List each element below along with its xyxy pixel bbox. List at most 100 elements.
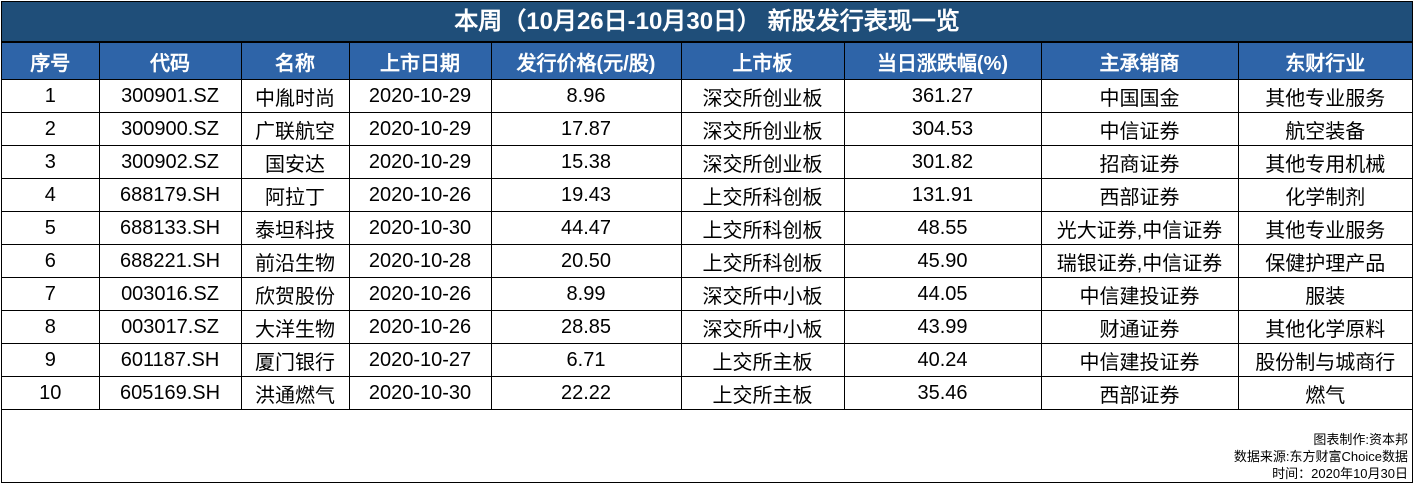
table-cell: 广联航空: [240, 112, 350, 146]
table-cell: 深交所中小板: [680, 310, 845, 344]
table-cell: 601187.SH: [98, 343, 242, 377]
table-cell: 其他专用机械: [1237, 145, 1412, 179]
table-cell: 其他专业服务: [1237, 211, 1412, 245]
table-cell: 西部证券: [1040, 376, 1239, 410]
table-cell: 国安达: [240, 145, 350, 179]
header-row: 序号 代码 名称 上市日期 发行价格(元/股) 上市板 当日涨跌幅(%) 主承销商 东财行业: [2, 42, 1412, 80]
table-cell: 2020-10-29: [348, 145, 492, 179]
table-cell: 44.47: [490, 211, 682, 245]
table-cell: 43.99: [843, 310, 1042, 344]
table-row: 2 300900.SZ 广联航空 2020-10-29 17.87 深交所创业板 304.5…: [2, 112, 1412, 146]
table-cell: 燃气: [1237, 376, 1412, 410]
table-cell: 上交所科创板: [680, 244, 845, 278]
table-cell: 003016.SZ: [98, 277, 242, 311]
table-cell: 上交所主板: [680, 343, 845, 377]
table-row: 4 688179.SH 阿拉丁 2020-10-26 19.43 上交所科创板 131.91…: [2, 178, 1412, 212]
table-cell: 6.71: [490, 343, 682, 377]
table-cell: 003017.SZ: [98, 310, 242, 344]
header-cell: 主承销商: [1040, 42, 1239, 80]
table-cell: 阿拉丁: [240, 178, 350, 212]
table-cell: 中胤时尚: [240, 79, 350, 113]
table-cell: 上交所科创板: [680, 178, 845, 212]
table-cell: 301.82: [843, 145, 1042, 179]
footer-note: 图表制作:资本邦: [1313, 432, 1408, 447]
table-cell: 瑞银证券,中信证券: [1040, 244, 1239, 278]
table-cell: 洪通燃气: [240, 376, 350, 410]
table-cell: 10: [2, 376, 100, 410]
table-row: 1 300901.SZ 中胤时尚 2020-10-29 8.96 深交所创业板 361.27…: [2, 79, 1412, 113]
table-cell: 131.91: [843, 178, 1042, 212]
table-cell: 688221.SH: [98, 244, 242, 278]
header-cell: 当日涨跌幅(%): [843, 42, 1042, 80]
header-cell: 序号: [2, 42, 100, 80]
table-cell: 8.96: [490, 79, 682, 113]
table-cell: 其他化学原料: [1237, 310, 1412, 344]
table-cell: 2020-10-29: [348, 79, 492, 113]
table-row: 9 601187.SH 厦门银行 2020-10-27 6.71 上交所主板 40.24 中信…: [2, 343, 1412, 377]
table-cell: 光大证券,中信证券: [1040, 211, 1239, 245]
table-cell: 6: [2, 244, 100, 278]
table-cell: 中信建投证券: [1040, 277, 1239, 311]
header-cell: 代码: [98, 42, 242, 80]
table-cell: 605169.SH: [98, 376, 242, 410]
table-cell: 中信证券: [1040, 112, 1239, 146]
table-cell: 航空装备: [1237, 112, 1412, 146]
table-cell: 9: [2, 343, 100, 377]
table-cell: 深交所创业板: [680, 112, 845, 146]
table-row: 10 605169.SH 洪通燃气 2020-10-30 22.22 上交所主板 35.46…: [2, 376, 1412, 410]
table-cell: 35.46: [843, 376, 1042, 410]
table-cell: 2020-10-29: [348, 112, 492, 146]
table-cell: 300901.SZ: [98, 79, 242, 113]
table-cell: 2020-10-27: [348, 343, 492, 377]
header-cell: 东财行业: [1237, 42, 1412, 80]
table-cell: 厦门银行: [240, 343, 350, 377]
table-cell: 5: [2, 211, 100, 245]
table-row: 3 300902.SZ 国安达 2020-10-29 15.38 深交所创业板 301.82…: [2, 145, 1412, 179]
table-cell: 深交所创业板: [680, 145, 845, 179]
footer-note: 时间：2020年10月30日: [1272, 466, 1408, 481]
table-cell: 泰坦科技: [240, 211, 350, 245]
table-row: 8 003017.SZ 大洋生物 2020-10-26 28.85 深交所中小板 43.99…: [2, 310, 1412, 344]
table-cell: 其他专业服务: [1237, 79, 1412, 113]
table-cell: 中国国金: [1040, 79, 1239, 113]
table-cell: 2020-10-26: [348, 310, 492, 344]
table-cell: 上交所主板: [680, 376, 845, 410]
table-cell: 48.55: [843, 211, 1042, 245]
table-cell: 招商证券: [1040, 145, 1239, 179]
table-cell: 股份制与城商行: [1237, 343, 1412, 377]
table-cell: 服装: [1237, 277, 1412, 311]
footer: 图表制作:资本邦 数据来源:东方财富Choice数据 时间：2020年10月30日: [1234, 431, 1408, 482]
table-cell: 8.99: [490, 277, 682, 311]
table-cell: 上交所科创板: [680, 211, 845, 245]
table-cell: 28.85: [490, 310, 682, 344]
table-cell: 大洋生物: [240, 310, 350, 344]
table-cell: 4: [2, 178, 100, 212]
table-cell: 22.22: [490, 376, 682, 410]
table-cell: 2020-10-26: [348, 277, 492, 311]
table-cell: 45.90: [843, 244, 1042, 278]
table-row: 7 003016.SZ 欣贺股份 2020-10-26 8.99 深交所中小板 44.05 中…: [2, 277, 1412, 311]
table-row: 5 688133.SH 泰坦科技 2020-10-30 44.47 上交所科创板 48.55…: [2, 211, 1412, 245]
table-cell: 15.38: [490, 145, 682, 179]
table-cell: 304.53: [843, 112, 1042, 146]
table-cell: 2020-10-28: [348, 244, 492, 278]
title: 本周（10月26日-10月30日） 新股发行表现一览: [2, 2, 1412, 42]
table-cell: 深交所创业板: [680, 79, 845, 113]
table-row: 6 688221.SH 前沿生物 2020-10-28 20.50 上交所科创板 45.90…: [2, 244, 1412, 278]
table-cell: 17.87: [490, 112, 682, 146]
table-cell: 44.05: [843, 277, 1042, 311]
header-cell: 上市板: [680, 42, 845, 80]
table-cell: 361.27: [843, 79, 1042, 113]
table-cell: 8: [2, 310, 100, 344]
table-cell: 300900.SZ: [98, 112, 242, 146]
header-cell: 上市日期: [348, 42, 492, 80]
table-cell: 20.50: [490, 244, 682, 278]
table: 序号 代码 名称 上市日期 发行价格(元/股) 上市板 当日涨跌幅(%) 主承销商 东财行业 1…: [2, 42, 1412, 410]
table-cell: 西部证券: [1040, 178, 1239, 212]
table-cell: 40.24: [843, 343, 1042, 377]
table-cell: 19.43: [490, 178, 682, 212]
table-cell: 2020-10-30: [348, 376, 492, 410]
table-cell: 欣贺股份: [240, 277, 350, 311]
